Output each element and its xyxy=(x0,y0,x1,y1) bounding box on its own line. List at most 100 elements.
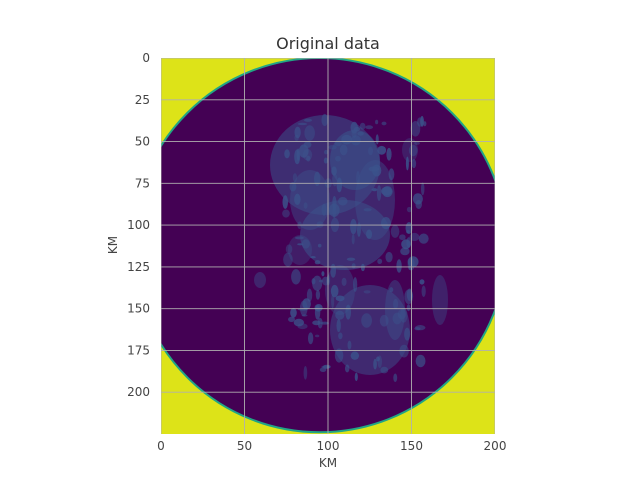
echo-speckle xyxy=(336,319,341,333)
echo-speckle xyxy=(315,289,321,300)
echo-blob xyxy=(402,138,418,162)
echo-speckle xyxy=(307,332,314,345)
echo-speckle xyxy=(376,356,380,362)
echo-speckle xyxy=(380,217,391,230)
echo-speckle xyxy=(350,218,357,235)
echo-blob xyxy=(300,200,390,270)
echo-speckle xyxy=(373,358,377,370)
echo-blob xyxy=(325,265,355,315)
echo-speckle xyxy=(304,125,315,141)
echo-speckle xyxy=(381,121,387,126)
echo-speckle xyxy=(406,206,412,213)
plot-area xyxy=(161,58,495,434)
echo-speckle xyxy=(321,276,330,286)
echo-speckle xyxy=(406,230,410,234)
echo-speckle xyxy=(288,316,295,323)
echo-speckle xyxy=(417,117,424,127)
echo-speckle xyxy=(399,344,409,358)
echo-speckle xyxy=(318,279,324,283)
echo-speckle xyxy=(389,287,394,293)
echo-speckle xyxy=(368,166,380,172)
echo-speckle xyxy=(293,318,305,327)
echo-speckle xyxy=(285,244,293,255)
echo-speckle xyxy=(323,157,328,164)
echo-speckle xyxy=(399,307,408,323)
grid-lines xyxy=(161,58,495,434)
x-axis-ticks: 0 50 100 150 200 xyxy=(157,439,506,453)
echo-speckle xyxy=(320,321,329,325)
echo-speckle xyxy=(377,145,387,155)
echo-speckle xyxy=(314,304,323,312)
x-tick-label: 200 xyxy=(484,439,507,453)
y-tick-label: 175 xyxy=(127,343,150,357)
echo-speckle xyxy=(315,334,320,338)
y-axis-label: KM xyxy=(106,236,120,254)
y-axis-ticks: 0 25 50 75 100 125 150 175 200 xyxy=(127,51,150,399)
echo-speckle xyxy=(335,310,345,320)
echo-speckle xyxy=(354,372,358,382)
echo-speckle xyxy=(393,373,398,383)
echo-speckle xyxy=(351,263,356,269)
echo-speckle xyxy=(359,122,366,130)
y-tick-label: 50 xyxy=(135,135,150,149)
echo-speckle xyxy=(365,125,374,130)
echo-speckle xyxy=(311,278,316,285)
echo-speckle xyxy=(360,263,365,272)
echo-speckle xyxy=(401,239,411,250)
echo-speckle xyxy=(411,159,417,169)
echo-speckle xyxy=(334,140,342,147)
echo-speckle xyxy=(356,170,360,186)
echo-speckle xyxy=(314,260,321,265)
echo-speckle xyxy=(317,243,322,248)
echo-speckle xyxy=(377,258,383,265)
echo-speckle xyxy=(334,348,344,363)
echo-speckle xyxy=(375,119,379,125)
echo-speckle xyxy=(294,126,301,139)
echo-speckle xyxy=(331,166,337,176)
echo-speckle xyxy=(304,118,313,122)
echo-speckle xyxy=(321,113,329,127)
echo-speckle xyxy=(282,195,289,209)
echo-speckle xyxy=(350,121,359,134)
echo-speckle xyxy=(282,209,290,218)
echo-speckle xyxy=(377,355,383,368)
echo-speckle xyxy=(338,332,343,340)
echo-speckle xyxy=(346,257,356,261)
echo-speckle xyxy=(294,193,301,206)
echo-speckle xyxy=(336,177,343,193)
x-tick-label: 0 xyxy=(157,439,165,453)
echo-speckle xyxy=(368,146,374,156)
echo-speckle xyxy=(335,155,341,162)
echo-blob xyxy=(254,272,266,288)
y-tick-label: 75 xyxy=(135,176,150,190)
echo-speckle xyxy=(324,149,328,155)
echo-speckle xyxy=(298,144,309,158)
x-tick-label: 50 xyxy=(237,439,252,453)
echo-speckle xyxy=(392,312,402,325)
echo-speckle xyxy=(328,145,337,150)
y-tick-label: 100 xyxy=(127,218,150,232)
echo-speckle xyxy=(397,309,407,320)
echo-speckle xyxy=(386,147,392,161)
echo-speckle xyxy=(303,366,308,380)
echo-speckle xyxy=(302,149,313,161)
echo-speckle xyxy=(335,295,345,302)
echo-speckle xyxy=(292,173,298,183)
echo-speckle xyxy=(351,233,355,245)
echo-speckle xyxy=(400,247,410,256)
echo-speckle xyxy=(312,320,321,326)
echo-speckle xyxy=(310,256,316,259)
echo-speckle xyxy=(366,229,373,240)
echo-speckle xyxy=(321,203,327,216)
echo-speckle xyxy=(331,293,335,309)
echo-speckle xyxy=(404,289,414,305)
echo-speckle xyxy=(421,285,426,298)
echo-speckle xyxy=(423,121,427,127)
echo-speckle xyxy=(291,269,301,285)
y-tick-label: 125 xyxy=(127,260,150,274)
echo-speckle xyxy=(313,171,321,186)
echo-speckle xyxy=(294,134,299,141)
echo-speckle xyxy=(339,144,348,156)
echo-speckle xyxy=(381,186,392,196)
